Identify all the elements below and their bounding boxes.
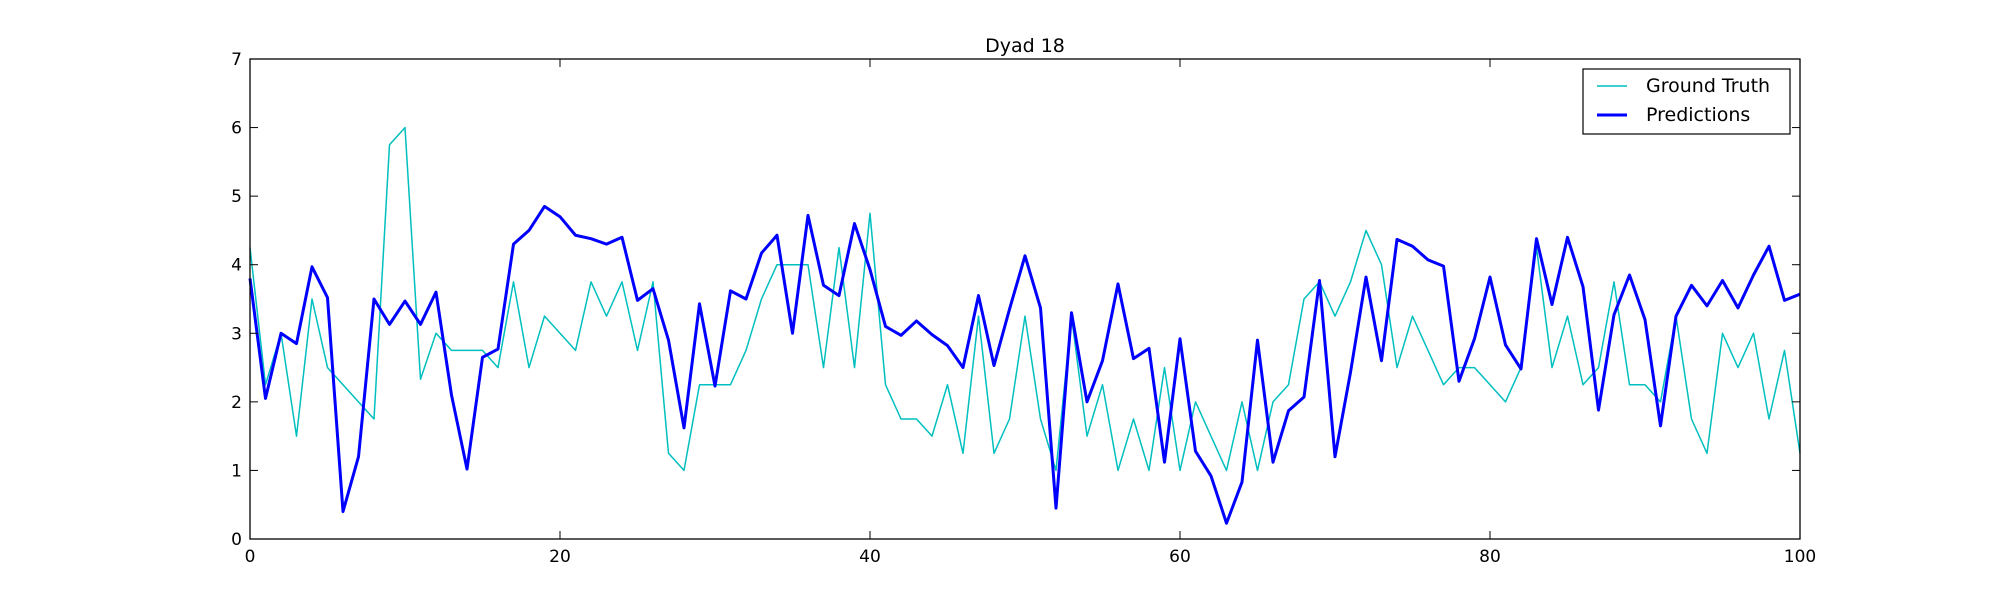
y-tick-label: 1 xyxy=(231,461,242,481)
y-tick-label: 6 xyxy=(231,119,242,139)
series-layer xyxy=(248,126,1801,525)
legend-box xyxy=(1582,68,1791,135)
y-tick-label: 3 xyxy=(231,324,242,344)
plot-frame xyxy=(249,58,1801,540)
x-tick-label: 100 xyxy=(1784,547,1816,567)
y-tick-label: 0 xyxy=(231,530,242,550)
y-tick-label: 7 xyxy=(231,50,242,70)
y-tick-label: 2 xyxy=(231,393,242,413)
y-tick-label: 5 xyxy=(231,187,242,207)
x-tick-label: 0 xyxy=(245,547,256,567)
series-line-ground-truth xyxy=(249,126,1801,472)
y-tick-label: 4 xyxy=(231,256,242,276)
axis-layer: 0 20 40 60 80 100 0 1 2 3 4 5 6 7 xyxy=(231,50,1816,567)
x-tick-label: 80 xyxy=(1479,547,1501,567)
chart-title: Dyad 18 xyxy=(985,35,1065,57)
x-tick-label: 40 xyxy=(859,547,881,567)
legend: Ground Truth Predictions xyxy=(1582,68,1791,135)
legend-label-predictions: Predictions xyxy=(1646,104,1750,126)
series-line-predictions xyxy=(248,204,1801,525)
x-tick-label: 20 xyxy=(549,547,571,567)
legend-label-ground-truth: Ground Truth xyxy=(1646,75,1770,97)
x-tick-label: 60 xyxy=(1169,547,1191,567)
